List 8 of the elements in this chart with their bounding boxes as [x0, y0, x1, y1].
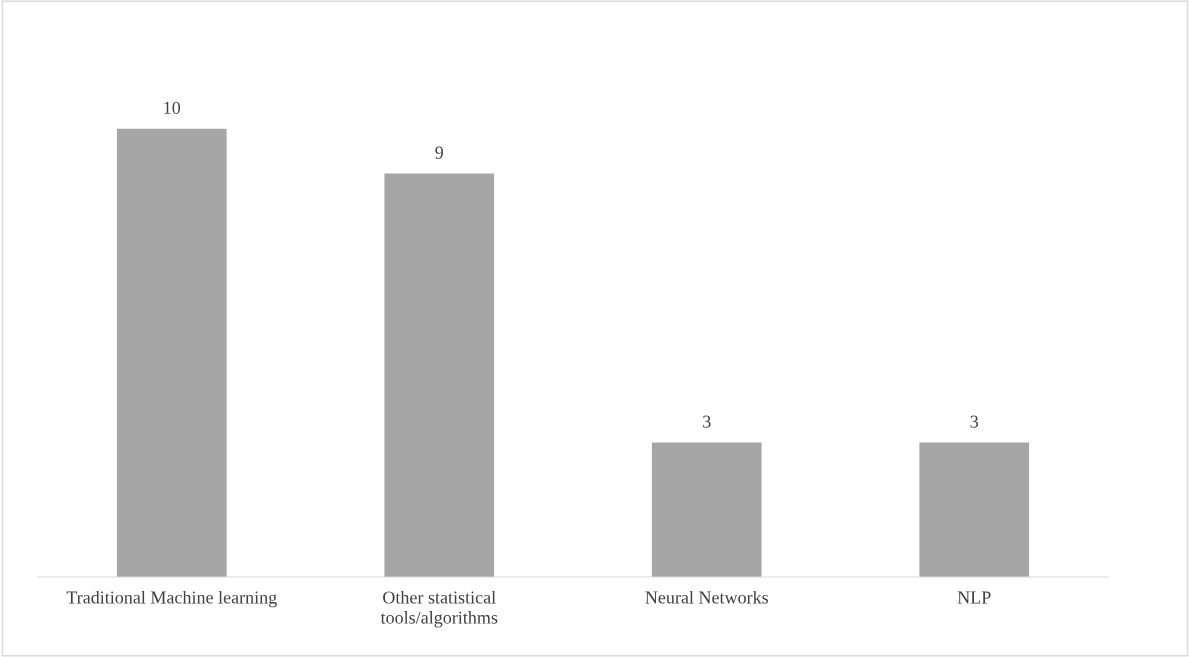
data-label: 3 — [970, 415, 979, 428]
x-tick-label: Neural Networks — [645, 590, 769, 604]
x-tick-label: NLP — [957, 591, 991, 604]
data-label: 10 — [164, 101, 181, 114]
data-label: 3 — [703, 415, 711, 428]
x-tick-label: Other statistical tools/algorithms — [380, 590, 498, 628]
data-label: 9 — [435, 146, 444, 159]
x-tick-label: Traditional Machine learning — [66, 590, 277, 608]
